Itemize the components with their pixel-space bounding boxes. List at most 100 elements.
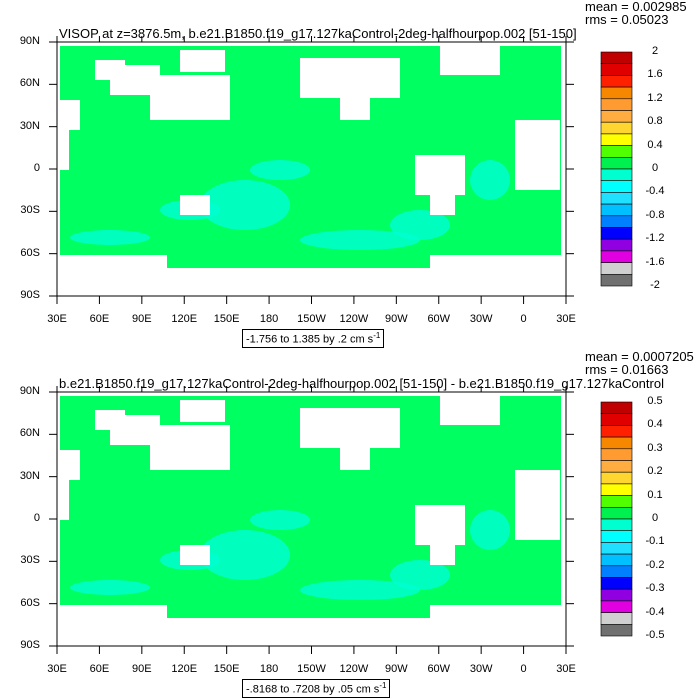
colorbar-label: 1.2 bbox=[647, 91, 663, 104]
x-tick-label: 0 bbox=[520, 313, 527, 325]
x-tick-label: 120E bbox=[171, 313, 198, 325]
x-tick-label: 90W bbox=[385, 663, 408, 675]
land-mask bbox=[150, 75, 230, 120]
antarctica-mask bbox=[57, 619, 566, 646]
land-mask bbox=[415, 155, 465, 195]
x-tick-label: 0 bbox=[520, 663, 527, 675]
x-tick-label: 60W bbox=[427, 663, 451, 675]
plot-title: b.e21.B1850.f19_g17.127kaControl-2deg-ha… bbox=[59, 376, 664, 391]
land-mask bbox=[57, 605, 167, 619]
land-mask bbox=[515, 120, 560, 190]
land-mask bbox=[180, 50, 225, 72]
land-mask bbox=[180, 400, 225, 422]
colorbar-label: 1.6 bbox=[647, 68, 663, 81]
x-tick-label: 150E bbox=[213, 313, 240, 325]
anomaly-patch bbox=[70, 580, 150, 595]
land-mask bbox=[440, 395, 500, 425]
y-tick-label: 0 bbox=[33, 512, 40, 524]
land-mask bbox=[430, 255, 566, 269]
colorbar-label: -1.2 bbox=[645, 232, 665, 245]
colorbar-swatch bbox=[600, 215, 633, 228]
colorbar-swatch bbox=[600, 75, 633, 88]
colorbar-label: 0.3 bbox=[647, 441, 663, 454]
land-mask bbox=[340, 445, 370, 470]
mean-label: mean = 0.002985 bbox=[585, 0, 687, 14]
colorbar-swatch bbox=[600, 86, 633, 100]
colorbar-swatch bbox=[600, 448, 633, 461]
land-mask bbox=[57, 255, 167, 269]
y-tick-label: 60N bbox=[19, 77, 40, 90]
x-tick-label: 30W bbox=[469, 313, 493, 325]
colorbar-swatch bbox=[600, 425, 633, 438]
colorbar-swatch bbox=[600, 121, 633, 135]
rms-label: rms = 0.01663 bbox=[585, 362, 669, 377]
colorbar-swatch bbox=[600, 623, 633, 637]
x-tick-label: 150E bbox=[213, 663, 240, 675]
x-tick-label: 30E bbox=[556, 663, 576, 675]
colorbar-swatch bbox=[600, 63, 633, 76]
colorbar-swatch bbox=[600, 192, 633, 205]
colorbar-swatch bbox=[600, 168, 633, 181]
colorbar-swatch bbox=[600, 227, 633, 240]
rms-label: rms = 0.05023 bbox=[585, 12, 669, 27]
x-tick-label: 90E bbox=[132, 663, 152, 675]
colorbar-swatch bbox=[600, 157, 633, 170]
colorbar-swatch bbox=[600, 436, 633, 450]
anomaly-patch bbox=[470, 510, 510, 550]
colorbar-label: 2 bbox=[651, 45, 659, 57]
y-tick-label: 90S bbox=[20, 289, 40, 301]
colorbar-swatch bbox=[600, 506, 633, 520]
x-tick-label: 60E bbox=[89, 313, 110, 325]
x-tick-label: 150W bbox=[297, 663, 326, 675]
colorbar-label: 0.1 bbox=[647, 488, 663, 501]
colorbar-swatch bbox=[600, 51, 633, 64]
land-mask bbox=[180, 195, 210, 215]
land-mask bbox=[180, 545, 210, 565]
x-tick-label: 180 bbox=[259, 663, 279, 675]
colorbar-label: -0.5 bbox=[645, 629, 665, 641]
antarctica-mask bbox=[57, 269, 566, 296]
anomaly-patch bbox=[300, 580, 420, 600]
colorbar-swatch bbox=[600, 250, 633, 263]
land-mask bbox=[440, 45, 500, 75]
land-mask bbox=[430, 545, 455, 565]
colorbar-swatch bbox=[600, 273, 633, 287]
colorbar-swatch bbox=[600, 401, 633, 414]
x-tick-label: 30E bbox=[47, 313, 67, 325]
land-mask bbox=[95, 410, 125, 430]
anomaly-patch bbox=[250, 160, 310, 180]
map-panel-0 bbox=[49, 36, 574, 304]
colorbar-swatch bbox=[600, 413, 633, 426]
range-label: -.8168 to .7208 by .05 cm s-1 bbox=[242, 679, 391, 698]
colorbar-swatch bbox=[600, 565, 633, 578]
land-mask bbox=[57, 470, 69, 520]
land-mask bbox=[300, 58, 400, 98]
x-tick-label: 150W bbox=[297, 313, 326, 325]
colorbar-label: -1.6 bbox=[645, 255, 665, 268]
colorbar-swatch bbox=[600, 530, 633, 543]
colorbar-swatch bbox=[600, 577, 633, 590]
x-tick-label: 30E bbox=[556, 313, 576, 325]
colorbar-swatch bbox=[600, 553, 633, 567]
y-tick-label: 60N bbox=[19, 427, 40, 440]
land-mask bbox=[415, 505, 465, 545]
anomaly-patch bbox=[390, 210, 450, 240]
colorbar-swatch bbox=[600, 483, 633, 496]
colorbar-label: 0 bbox=[651, 162, 659, 174]
y-tick-label: 90N bbox=[19, 35, 40, 47]
colorbar-swatch bbox=[600, 110, 633, 123]
y-tick-label: 60S bbox=[20, 246, 40, 259]
land-mask bbox=[150, 425, 230, 470]
x-tick-label: 120W bbox=[339, 663, 369, 675]
colorbar-label: -0.3 bbox=[645, 582, 665, 595]
y-tick-label: 0 bbox=[33, 162, 40, 174]
map-panel-1 bbox=[49, 386, 574, 654]
y-tick-label: 90S bbox=[20, 639, 40, 651]
y-tick-label: 30S bbox=[20, 204, 40, 217]
x-tick-label: 120E bbox=[171, 663, 198, 675]
anomaly-patch bbox=[200, 180, 290, 230]
x-tick-label: 30W bbox=[469, 663, 493, 675]
land-mask bbox=[95, 60, 125, 80]
mean-label: mean = 0.0007205 bbox=[585, 349, 694, 364]
